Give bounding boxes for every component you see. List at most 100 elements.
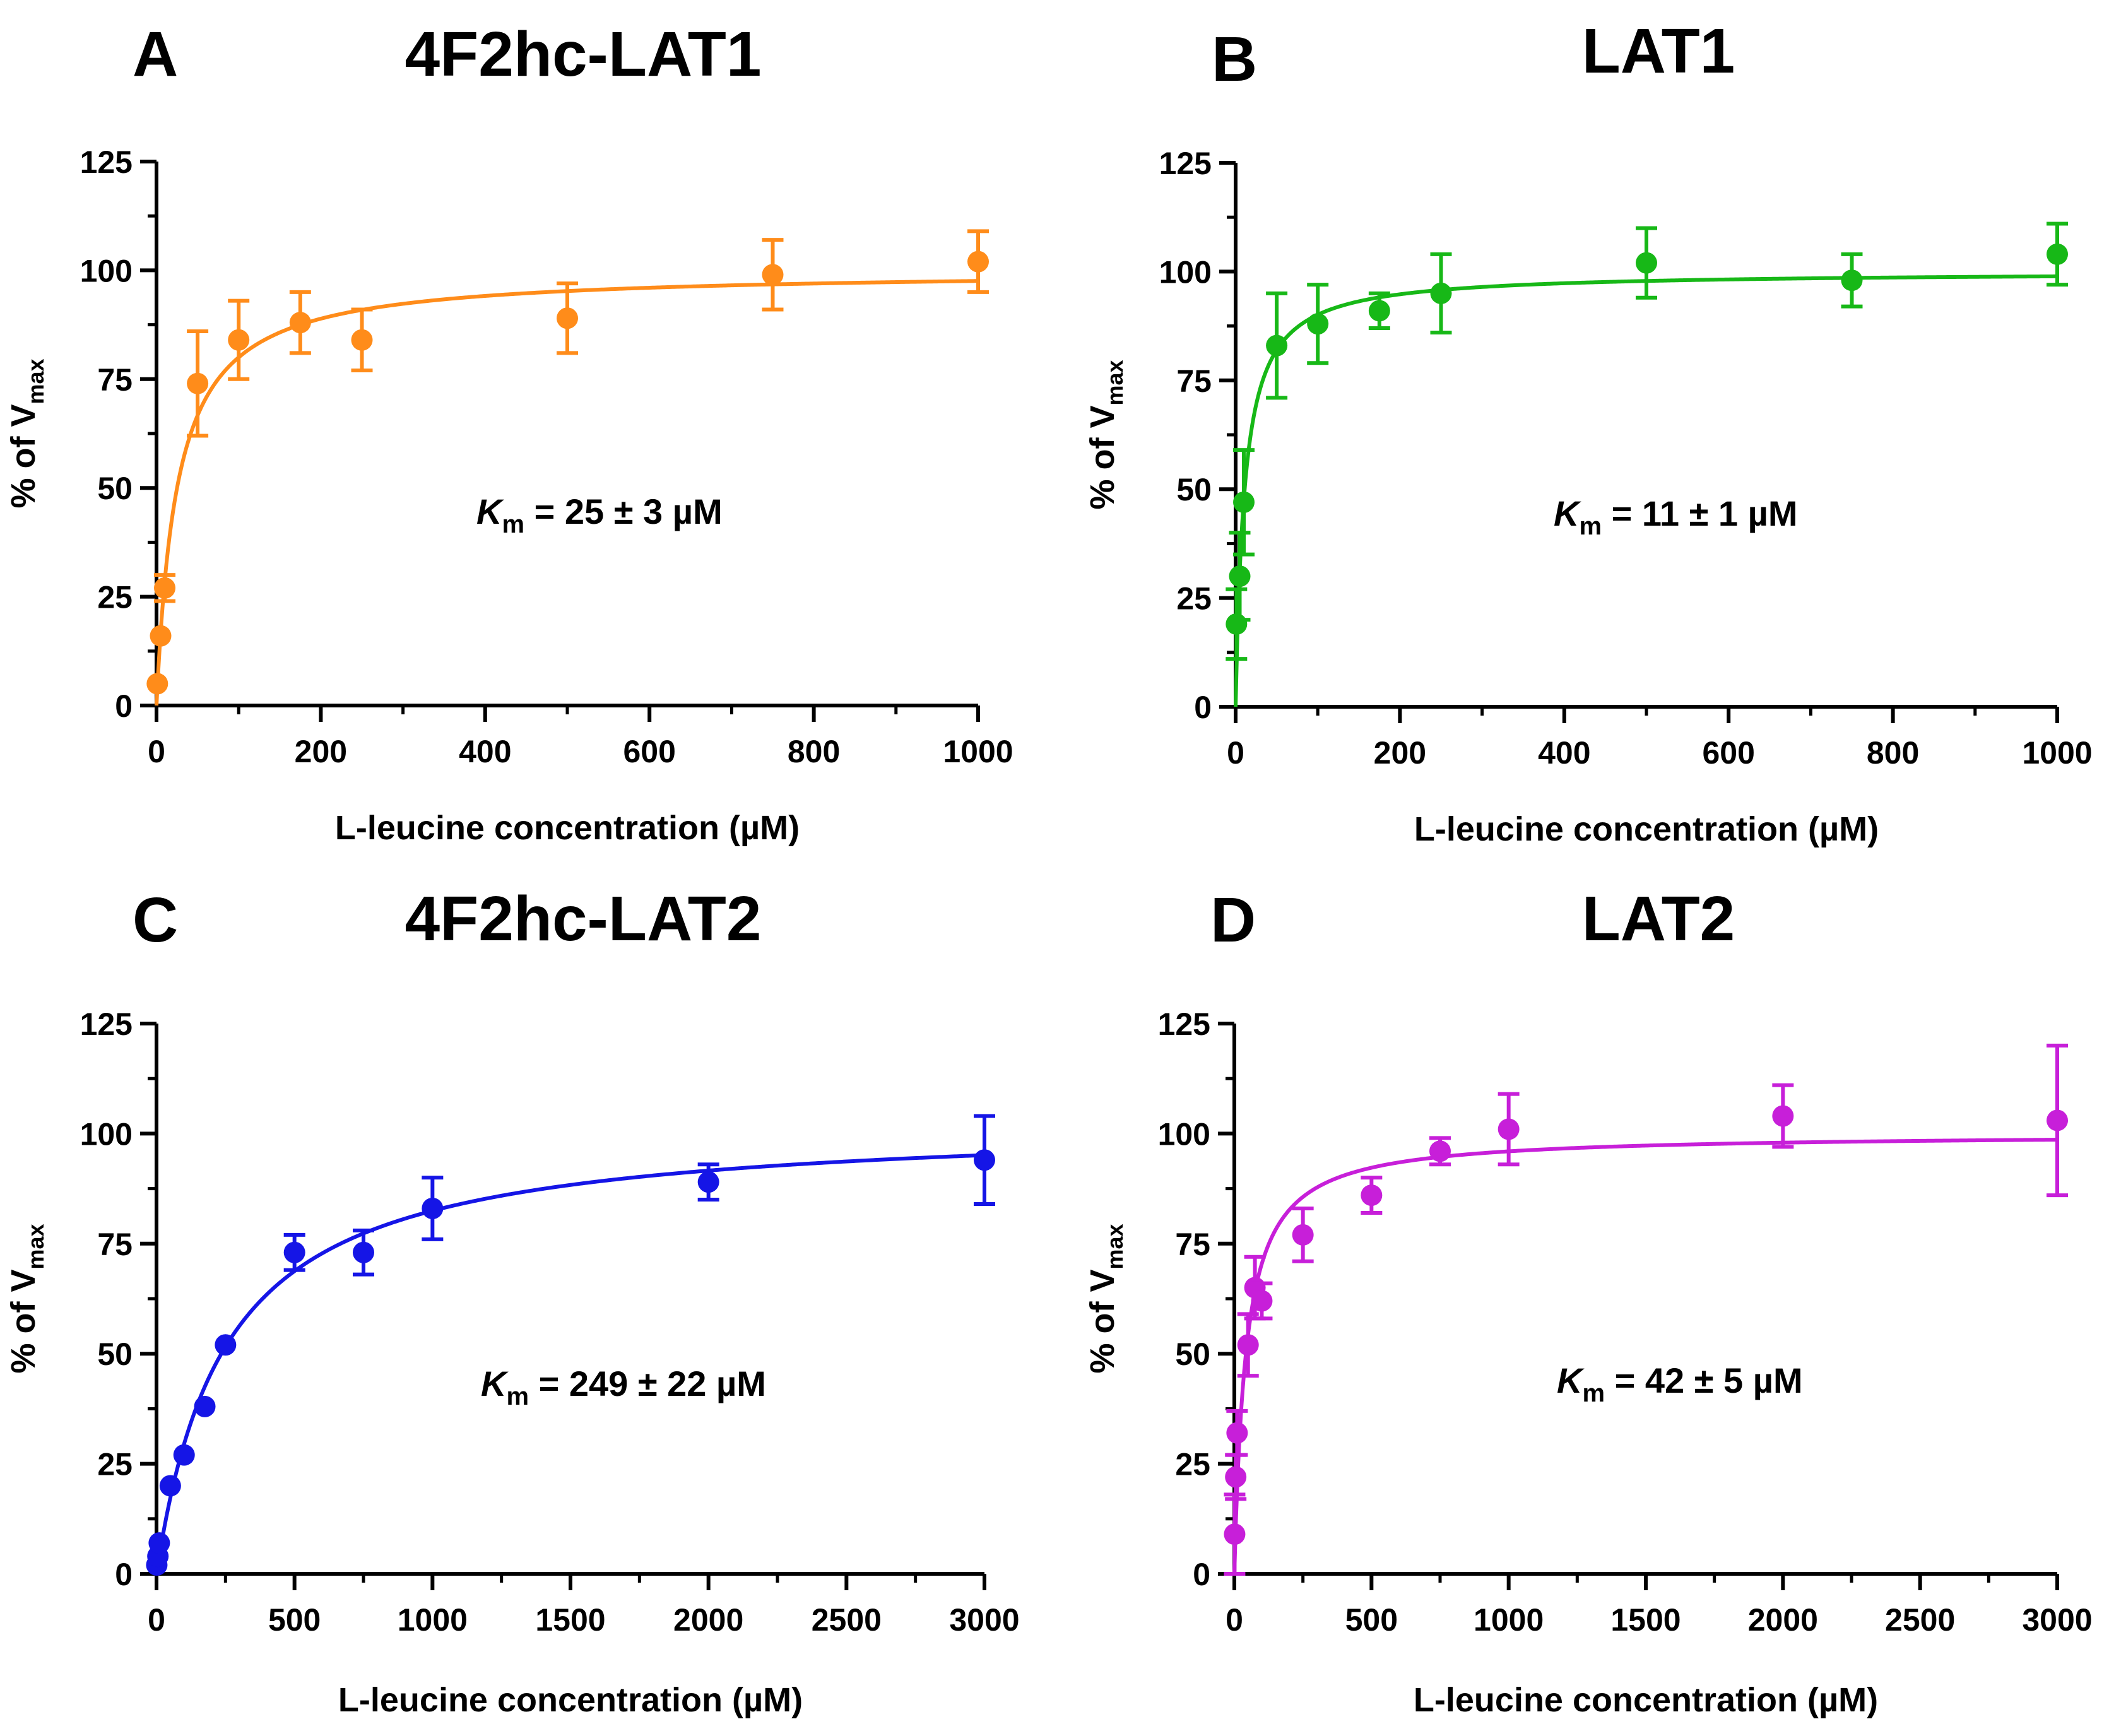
y-tick-label: 75 — [97, 362, 133, 398]
data-point — [762, 264, 784, 286]
panel-a: A 4F2hc-LAT1 0 25 50 75 100 125 0 200 400 600 800 100… — [4, 19, 1013, 847]
data-point — [1498, 1118, 1520, 1140]
km-symbol: K — [1554, 493, 1581, 533]
x-tick-label: 800 — [1867, 735, 1919, 771]
y-axis-title-sub: max — [23, 1224, 49, 1269]
panel-a-x-axis-title: L-leucine concentration (µM) — [335, 809, 800, 847]
data-point — [1368, 300, 1390, 322]
y-axis-title-main: % of V — [1084, 406, 1121, 510]
km-value: = 25 ± 3 µM — [524, 492, 723, 531]
panel-b-x-axis-title: L-leucine concentration (µM) — [1414, 810, 1879, 848]
data-point — [1429, 1140, 1451, 1162]
data-point — [697, 1171, 719, 1193]
y-tick-label: 50 — [97, 471, 133, 506]
y-axis-title-sub: max — [1102, 1224, 1128, 1269]
data-point — [148, 1532, 170, 1554]
y-tick-label: 0 — [1193, 1557, 1210, 1592]
x-tick-label: 1500 — [535, 1602, 605, 1638]
y-tick-label: 25 — [1175, 1447, 1210, 1482]
km-subscript: m — [506, 1383, 529, 1410]
x-tick-label: 1000 — [2022, 735, 2092, 771]
x-tick-label: 2500 — [812, 1602, 882, 1638]
x-tick-label: 200 — [1374, 735, 1426, 771]
data-point — [1237, 1334, 1259, 1356]
data-point — [173, 1444, 195, 1466]
x-tick-label: 3000 — [2022, 1602, 2092, 1638]
data-point — [1225, 1466, 1247, 1488]
y-tick-label: 50 — [1176, 472, 1212, 507]
data-point — [422, 1197, 444, 1219]
x-tick-label: 2500 — [1885, 1602, 1955, 1638]
panel-d-fit-curve — [1232, 1138, 2058, 1574]
data-point — [1361, 1184, 1383, 1207]
y-tick-label: 125 — [1158, 1007, 1210, 1042]
y-tick-label: 125 — [80, 145, 133, 180]
x-tick-label: 2000 — [673, 1602, 743, 1638]
data-point — [967, 251, 989, 273]
y-tick-label: 0 — [1194, 690, 1212, 725]
data-point — [289, 312, 311, 334]
x-tick-label: 0 — [148, 734, 165, 769]
data-point — [1772, 1105, 1794, 1127]
panel-c: C 4F2hc-LAT2 0 25 50 75 100 125 0 500 1000 1500 2000… — [4, 883, 1020, 1719]
y-tick-label: 0 — [115, 1557, 133, 1592]
x-tick-label: 2000 — [1748, 1602, 1818, 1638]
data-point — [154, 577, 176, 599]
panel-d-x-axis-title: L-leucine concentration (µM) — [1414, 1681, 1878, 1719]
data-point — [1233, 491, 1255, 513]
panel-c-x-axis-title: L-leucine concentration (µM) — [338, 1681, 803, 1719]
y-axis-title-sub: max — [23, 358, 49, 404]
panel-a-title: 4F2hc-LAT1 — [405, 19, 762, 90]
y-tick-label: 75 — [1176, 363, 1212, 399]
data-point — [2047, 1109, 2068, 1131]
panel-b-fit-curve — [1234, 274, 2058, 707]
data-point — [1266, 334, 1288, 357]
y-tick-label: 125 — [80, 1007, 133, 1042]
x-tick-label: 600 — [623, 734, 675, 769]
x-tick-label: 1000 — [943, 734, 1013, 769]
km-value: = 11 ± 1 µM — [1602, 493, 1798, 533]
y-axis-title-sub: max — [1102, 360, 1128, 405]
panel-d-y-axis-title: % of Vmax — [1084, 1224, 1128, 1373]
y-tick-label: 0 — [115, 688, 133, 724]
panel-b: B LAT1 0 25 50 75 100 125 0 200 400 600 800 1000 L-leu… — [1084, 16, 2093, 848]
panel-a-letter: A — [133, 19, 178, 90]
data-point — [1636, 252, 1657, 274]
x-tick-label: 1000 — [398, 1602, 468, 1638]
panel-b-title: LAT1 — [1582, 16, 1735, 86]
y-axis-title-main: % of V — [4, 404, 42, 509]
data-point — [1307, 313, 1329, 335]
x-tick-label: 0 — [148, 1602, 165, 1638]
km-subscript: m — [502, 511, 524, 538]
data-point — [283, 1241, 305, 1263]
y-tick-label: 25 — [1176, 581, 1212, 617]
x-tick-label: 400 — [1538, 735, 1590, 771]
data-point — [187, 372, 209, 394]
x-tick-label: 1500 — [1610, 1602, 1681, 1638]
y-tick-label: 100 — [1159, 254, 1212, 290]
data-point — [1292, 1224, 1314, 1246]
data-point — [1841, 269, 1863, 292]
panel-b-letter: B — [1212, 24, 1257, 95]
data-point — [146, 673, 168, 695]
panel-a-km-annotation: Km = 25 ± 3 µM — [476, 492, 723, 538]
x-tick-label: 3000 — [949, 1602, 1019, 1638]
y-tick-label: 25 — [97, 580, 133, 615]
panel-d-letter: D — [1210, 885, 1256, 955]
data-point — [2047, 243, 2068, 265]
x-tick-label: 800 — [788, 734, 840, 769]
panel-a-y-axis-title: % of Vmax — [4, 358, 49, 508]
data-point — [353, 1241, 374, 1263]
data-point — [215, 1334, 237, 1356]
data-point — [194, 1395, 216, 1417]
data-point — [351, 329, 373, 351]
x-tick-label: 0 — [1227, 735, 1244, 771]
km-symbol: K — [476, 492, 504, 531]
x-tick-label: 400 — [459, 734, 511, 769]
km-symbol: K — [1557, 1361, 1585, 1400]
y-axis-title-main: % of V — [1084, 1270, 1121, 1374]
km-value: = 249 ± 22 µM — [529, 1364, 766, 1403]
data-point — [1226, 613, 1248, 635]
